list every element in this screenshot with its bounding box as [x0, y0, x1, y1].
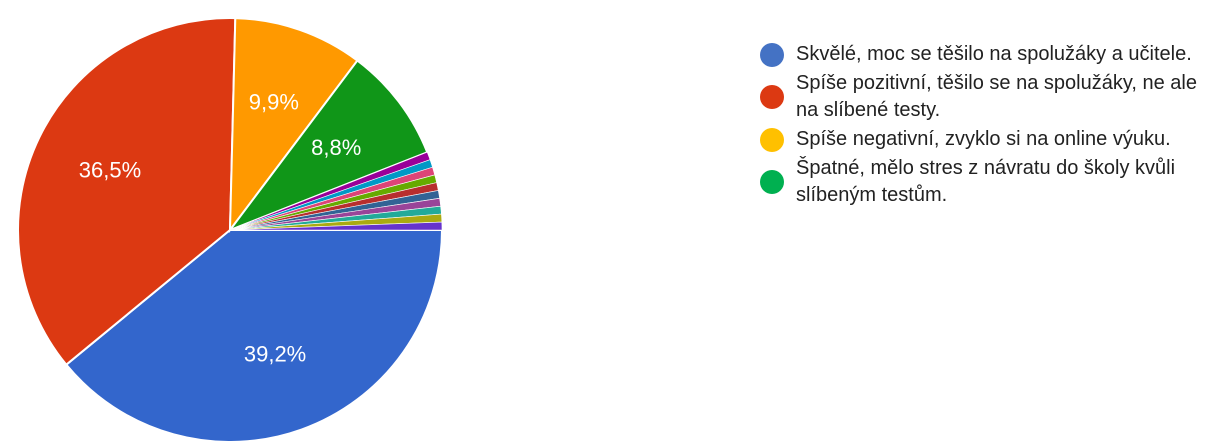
legend-label: Spíše negativní, zvyklo si na online výu… [796, 126, 1216, 153]
slice-value-label: 8,8% [311, 135, 361, 160]
legend-item[interactable]: Spíše negativní, zvyklo si na online výu… [760, 126, 1219, 153]
legend-marker [760, 128, 784, 152]
legend-marker [760, 170, 784, 194]
legend-label: Špatné, mělo stres z návratu do školy kv… [796, 155, 1216, 209]
legend-label: Spíše pozitivní, těšilo se na spolužáky,… [796, 70, 1216, 124]
legend-marker [760, 43, 784, 67]
slice-value-label: 9,9% [249, 90, 299, 115]
legend-item[interactable]: Špatné, mělo stres z návratu do školy kv… [760, 155, 1219, 209]
slice-value-label: 39,2% [244, 342, 306, 367]
slice-value-label: 36,5% [79, 157, 141, 182]
legend: Skvělé, moc se těšilo na spolužáky a uči… [760, 41, 1219, 209]
pie-chart: 39,2% 36,5% 9,9% 8,8% [0, 0, 460, 441]
legend-label: Skvělé, moc se těšilo na spolužáky a uči… [796, 41, 1216, 68]
legend-item[interactable]: Skvělé, moc se těšilo na spolužáky a uči… [760, 41, 1219, 68]
legend-item[interactable]: Spíše pozitivní, těšilo se na spolužáky,… [760, 70, 1219, 124]
legend-marker [760, 85, 784, 109]
